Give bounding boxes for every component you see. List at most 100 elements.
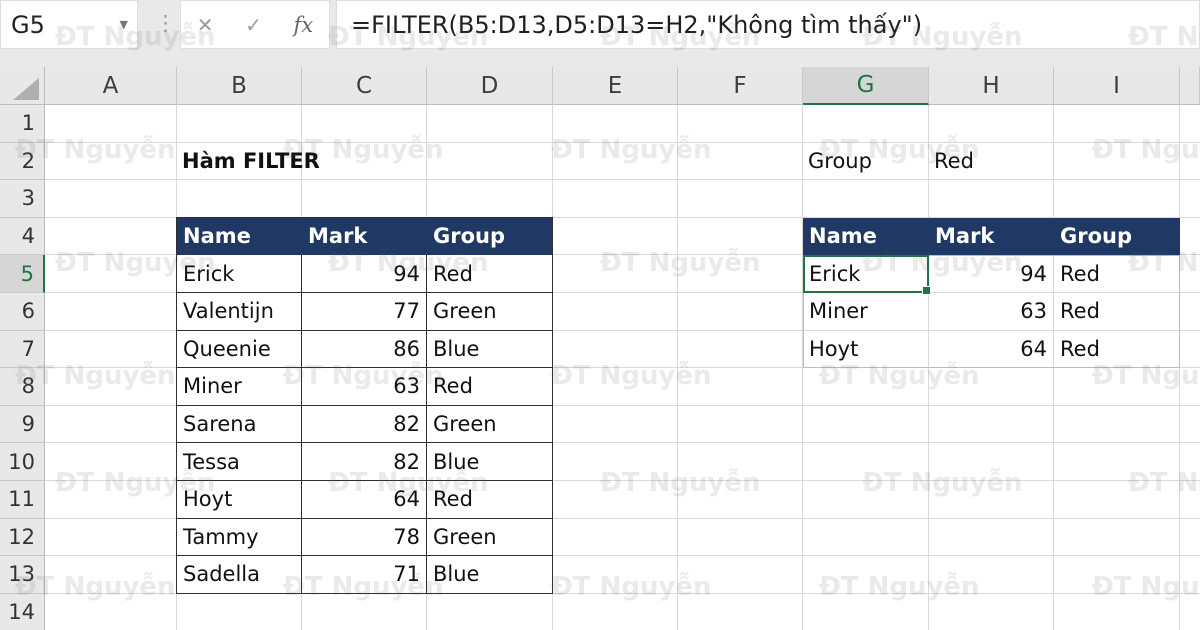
column-header-B[interactable]: B: [177, 67, 302, 105]
watermark: ĐT Nguyễn: [862, 468, 1023, 498]
row-header-5[interactable]: 5: [0, 255, 45, 293]
select-all-corner[interactable]: [0, 67, 45, 105]
gridline: [45, 442, 1200, 444]
cell-B5[interactable]: Erick: [177, 255, 302, 293]
row-header-12[interactable]: 12: [0, 518, 45, 557]
cell-B10[interactable]: Tessa: [177, 443, 302, 481]
select-all-triangle-icon: [13, 78, 39, 100]
column-header-H[interactable]: H: [929, 67, 1054, 105]
gridline: [45, 141, 1200, 143]
gridline: [45, 555, 1200, 557]
cell-C10[interactable]: 82: [302, 443, 427, 481]
formula-text: =FILTER(B5:D13,D5:D13=H2,"Không tìm thấy…: [351, 10, 923, 39]
cell-C7[interactable]: 86: [302, 330, 427, 369]
cell-D4[interactable]: Group: [427, 217, 553, 256]
formula-bar[interactable]: =FILTER(B5:D13,D5:D13=H2,"Không tìm thấy…: [336, 0, 1200, 49]
cell-H5[interactable]: 94: [929, 255, 1054, 293]
formula-toolbar: G5 ▼ ⋮ ✕ ✓ fx =FILTER(B5:D13,D5:D13=H2,"…: [0, 0, 1200, 67]
watermark: ĐT Nguyễn: [551, 361, 712, 391]
row-header-1[interactable]: 1: [0, 105, 45, 143]
cell-I4[interactable]: Group: [1054, 217, 1180, 256]
cell-C6[interactable]: 77: [302, 293, 427, 331]
cell-I7[interactable]: Red: [1054, 330, 1180, 369]
gridline: [45, 517, 1200, 519]
row-header-7[interactable]: 7: [0, 330, 45, 369]
gridline: [45, 404, 1200, 406]
name-box[interactable]: G5 ▼: [0, 0, 138, 49]
row-header-10[interactable]: 10: [0, 443, 45, 481]
cell-G4[interactable]: Name: [803, 217, 929, 256]
cell-C11[interactable]: 64: [302, 481, 427, 519]
watermark: ĐT Nguyễn: [551, 135, 712, 165]
row-header-4[interactable]: 4: [0, 217, 45, 256]
cell-D6[interactable]: Green: [427, 293, 553, 331]
cell-H7[interactable]: 64: [929, 330, 1054, 369]
row-header-3[interactable]: 3: [0, 180, 45, 218]
formula-bar-drag-handle-icon[interactable]: ⋮: [155, 11, 176, 35]
gridline: [45, 329, 1200, 331]
column-header-A[interactable]: A: [45, 67, 177, 105]
cell-B9[interactable]: Sarena: [177, 405, 302, 444]
column-header-D[interactable]: D: [427, 67, 553, 105]
cancel-icon[interactable]: ✕: [196, 12, 214, 37]
cell-G6[interactable]: Miner: [803, 293, 929, 331]
column-header-I[interactable]: I: [1054, 67, 1180, 105]
cell-H6[interactable]: 63: [929, 293, 1054, 331]
column-header-G[interactable]: G: [803, 67, 929, 105]
cell-D12[interactable]: Green: [427, 518, 553, 557]
cell-G2[interactable]: Group: [808, 149, 872, 174]
row-header-11[interactable]: 11: [0, 481, 45, 519]
cell-B4[interactable]: Name: [177, 217, 302, 256]
cell-B12[interactable]: Tammy: [177, 518, 302, 557]
cell-B7[interactable]: Queenie: [177, 330, 302, 369]
enter-icon[interactable]: ✓: [245, 12, 262, 37]
cell-C4[interactable]: Mark: [302, 217, 427, 256]
watermark: ĐT Nguyễn: [1128, 468, 1200, 498]
cell-H2[interactable]: Red: [934, 149, 974, 174]
cell-H4[interactable]: Mark: [929, 217, 1054, 256]
cell-I6[interactable]: Red: [1054, 293, 1180, 331]
cell-D10[interactable]: Blue: [427, 443, 553, 481]
watermark: ĐT Nguyễn: [600, 468, 761, 498]
row-header-2[interactable]: 2: [0, 142, 45, 181]
row-header-8[interactable]: 8: [0, 368, 45, 406]
gridline: [45, 254, 1200, 256]
watermark: ĐT Nguyễn: [551, 572, 712, 602]
cell-C12[interactable]: 78: [302, 518, 427, 557]
cell-I5[interactable]: Red: [1054, 255, 1180, 293]
cell-B8[interactable]: Miner: [177, 368, 302, 406]
name-box-dropdown-icon[interactable]: ▼: [119, 18, 128, 31]
row-header-13[interactable]: 13: [0, 556, 45, 594]
column-header-C[interactable]: C: [302, 67, 427, 105]
cell-B13[interactable]: Sadella: [177, 556, 302, 594]
cell-D5[interactable]: Red: [427, 255, 553, 293]
cell-D7[interactable]: Blue: [427, 330, 553, 369]
gridline: [45, 179, 1200, 181]
cell-D9[interactable]: Green: [427, 405, 553, 444]
cell-C8[interactable]: 63: [302, 368, 427, 406]
cell-C13[interactable]: 71: [302, 556, 427, 594]
cell-D13[interactable]: Blue: [427, 556, 553, 594]
cell-G7[interactable]: Hoyt: [803, 330, 929, 369]
gridline: [45, 367, 1200, 369]
row-header-14[interactable]: 14: [0, 593, 45, 630]
gridline: [45, 480, 1200, 481]
watermark: ĐT Nguyễn: [1092, 572, 1200, 602]
column-header-F[interactable]: F: [678, 67, 803, 105]
gridline: [45, 592, 1200, 594]
row-header-6[interactable]: 6: [0, 293, 45, 331]
column-header-stub[interactable]: [1180, 67, 1200, 105]
cell-C5[interactable]: 94: [302, 255, 427, 293]
formula-bar-buttons: ✕ ✓ fx: [180, 0, 330, 49]
cell-C9[interactable]: 82: [302, 405, 427, 444]
cell-B6[interactable]: Valentijn: [177, 293, 302, 331]
column-header-E[interactable]: E: [553, 67, 678, 105]
row-header-9[interactable]: 9: [0, 405, 45, 444]
cell-B11[interactable]: Hoyt: [177, 481, 302, 519]
cell-B2[interactable]: Hàm FILTER: [182, 149, 320, 174]
cell-G5[interactable]: Erick: [803, 255, 929, 293]
cell-D8[interactable]: Red: [427, 368, 553, 406]
cell-D11[interactable]: Red: [427, 481, 553, 519]
insert-function-icon[interactable]: fx: [293, 12, 314, 37]
